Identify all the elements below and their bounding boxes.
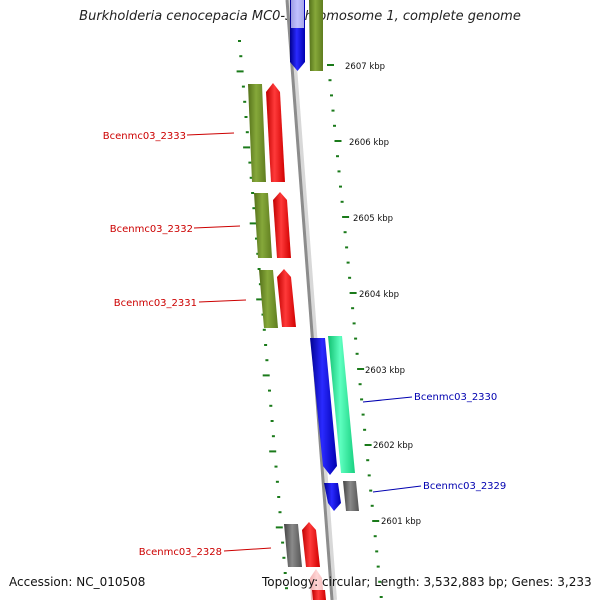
gene-red-2331 <box>277 269 296 327</box>
gene-teal-2330 <box>328 336 355 473</box>
leader-2331 <box>198 299 247 303</box>
gene-label-bcenmc03-2328[interactable]: Bcenmc03_2328 <box>139 547 222 558</box>
gene-red-2333 <box>266 83 285 182</box>
gene-olive-2333 <box>248 84 266 182</box>
scale-labels: 2607 kbp 2606 kbp 2605 kbp 2604 kbp 2603… <box>345 62 421 527</box>
ruler-ticks <box>236 40 383 598</box>
gene-label-bcenmc03-2332[interactable]: Bcenmc03_2332 <box>110 224 193 235</box>
gene-olive-top <box>309 0 323 71</box>
scale-label-2602: 2602 kbp <box>373 441 413 451</box>
gene-red-2328 <box>302 522 320 567</box>
leader-2329 <box>372 485 422 493</box>
gene-red-2332 <box>273 192 291 258</box>
genome-stats-text: Topology: circular; Length: 3,532,883 bp… <box>262 575 592 589</box>
leader-2333 <box>186 132 235 136</box>
gene-features <box>248 0 359 600</box>
backbone <box>285 0 334 600</box>
gene-red-bottom <box>312 590 326 600</box>
scale-label-2607: 2607 kbp <box>345 62 385 72</box>
leader-2332 <box>193 225 241 229</box>
scale-label-2603: 2603 kbp <box>365 366 405 376</box>
gene-blue-2330 <box>310 338 337 475</box>
gene-label-bcenmc03-2330[interactable]: Bcenmc03_2330 <box>414 392 497 403</box>
accession-text: Accession: NC_010508 <box>9 575 146 589</box>
gene-gray-2329 <box>343 481 359 511</box>
gene-label-leaders <box>186 132 422 552</box>
gene-olive-2331 <box>259 270 278 328</box>
scale-label-2605: 2605 kbp <box>353 214 393 224</box>
gene-label-bcenmc03-2329[interactable]: Bcenmc03_2329 <box>423 481 506 492</box>
scale-label-2606: 2606 kbp <box>349 138 389 148</box>
gene-gray-2328 <box>284 524 302 567</box>
gene-label-bcenmc03-2331[interactable]: Bcenmc03_2331 <box>114 298 197 309</box>
leader-2328 <box>223 547 272 552</box>
backbone-shadow <box>286 0 337 600</box>
leader-2330 <box>362 396 413 403</box>
gene-blue-2329 <box>324 483 341 511</box>
gene-pale-blue-top <box>291 0 304 28</box>
scale-label-2601: 2601 kbp <box>381 517 421 527</box>
gene-label-bcenmc03-2333[interactable]: Bcenmc03_2333 <box>103 131 186 142</box>
gene-olive-2332 <box>254 193 272 258</box>
scale-label-2604: 2604 kbp <box>359 290 399 300</box>
gene-labels: Bcenmc03_2333 Bcenmc03_2332 Bcenmc03_233… <box>103 131 507 558</box>
